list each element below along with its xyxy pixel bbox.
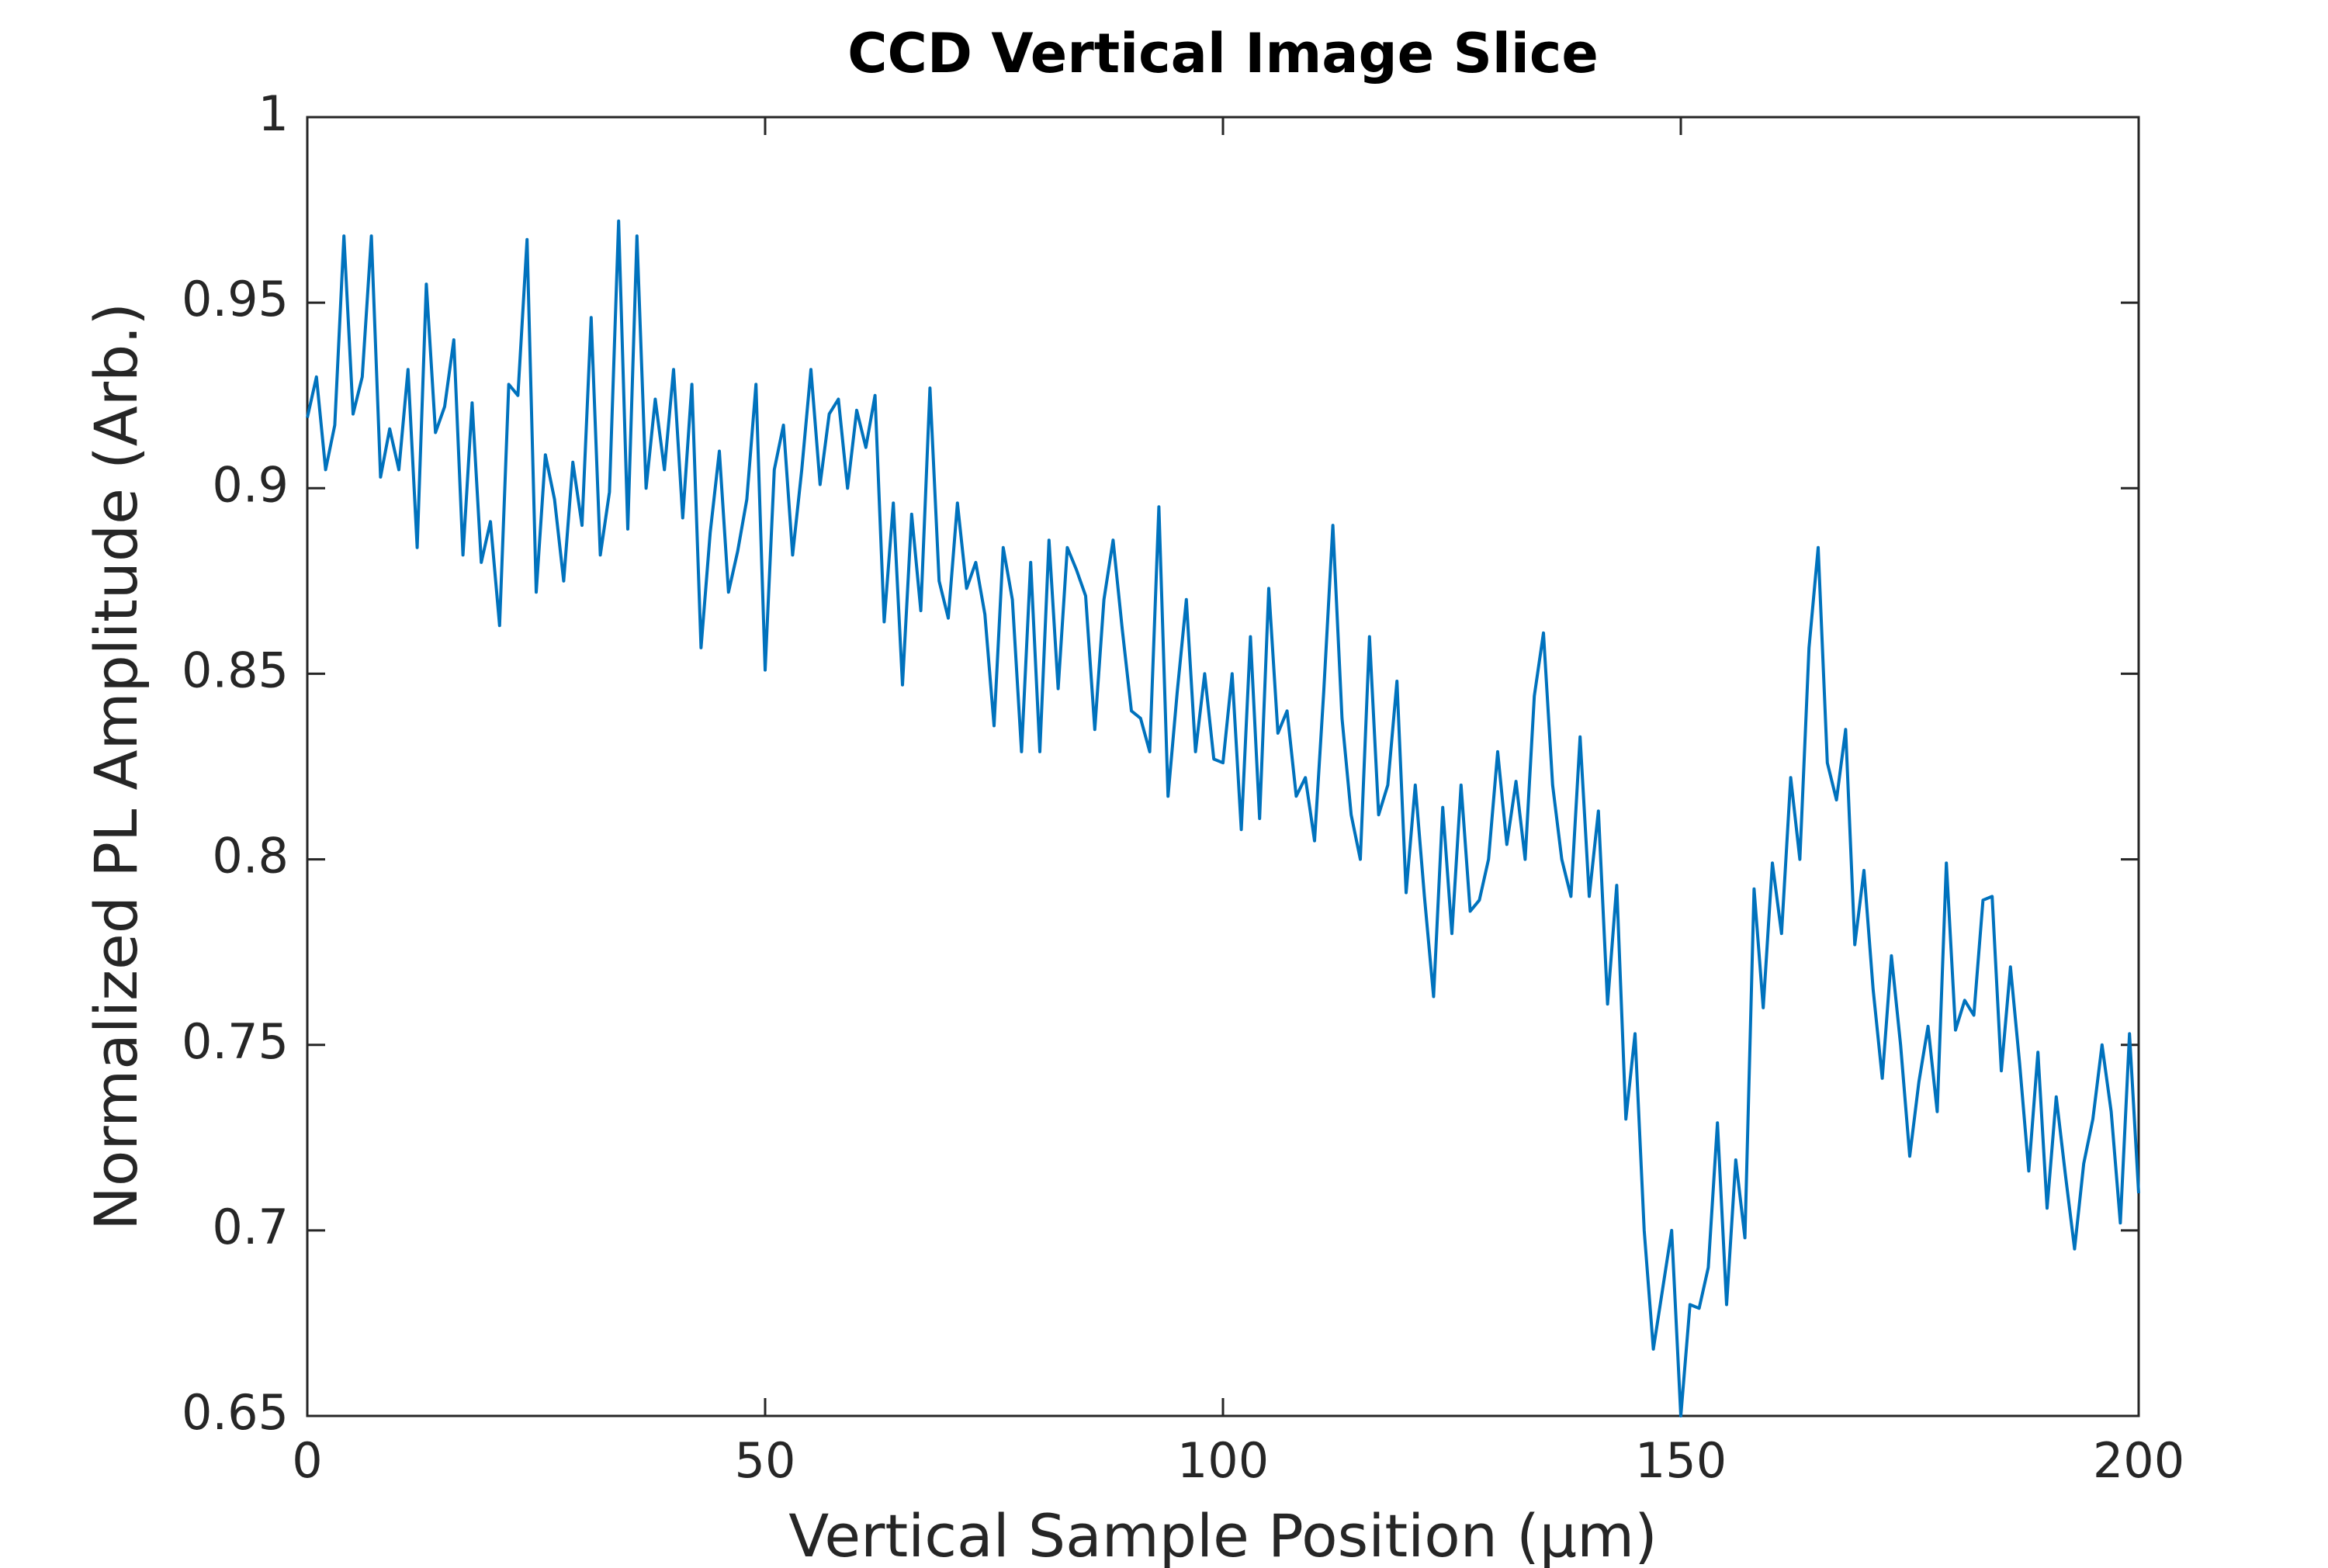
y-tick-label: 0.7: [212, 1199, 289, 1255]
x-tick-label: 150: [1635, 1432, 1727, 1489]
y-tick-label: 0.65: [182, 1384, 289, 1441]
y-axis-label: Normalized PL Amplitude (Arb.): [81, 303, 151, 1231]
y-tick-label: 0.75: [182, 1013, 289, 1070]
chart-title: CCD Vertical Image Slice: [847, 22, 1599, 85]
plot-frame: [306, 116, 2140, 1417]
y-tick-label: 1: [258, 85, 289, 142]
x-tick-label: 0: [292, 1432, 322, 1489]
y-tick-label: 0.95: [182, 271, 289, 327]
x-tick-label: 50: [735, 1432, 796, 1489]
y-tick-label: 0.8: [212, 828, 289, 884]
y-tick-label: 0.85: [182, 642, 289, 699]
data-line: [306, 219, 2140, 1417]
x-tick-label: 100: [1177, 1432, 1269, 1489]
x-axis-label: Vertical Sample Position (µm): [788, 1501, 1658, 1568]
y-tick-label: 0.9: [212, 456, 289, 513]
x-tick-label: 200: [2093, 1432, 2184, 1489]
